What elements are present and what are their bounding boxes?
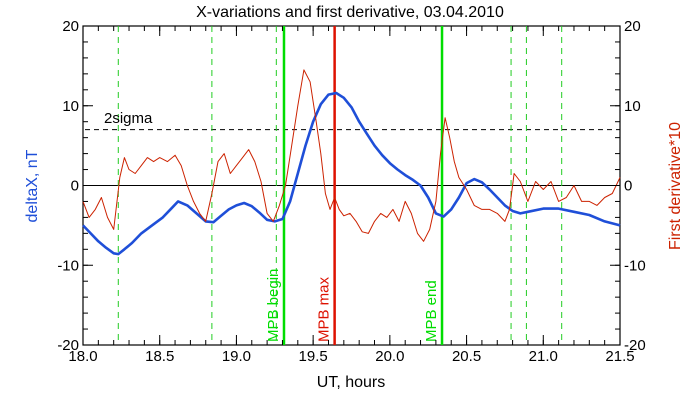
x-axis-label: UT, hours — [317, 374, 385, 391]
x-tick-label: 21.5 — [605, 348, 634, 365]
chart-title: X-variations and first derivative, 03.04… — [196, 4, 504, 21]
y-right-tick-label: -10 — [624, 257, 646, 274]
x-tick-label: 21.0 — [529, 348, 558, 365]
mpb-marker-label: MPB begin — [265, 269, 282, 342]
y-left-tick-label: -20 — [57, 337, 79, 354]
y-axis-left-label: deltaX, nT — [24, 149, 41, 222]
y-right-tick-label: 10 — [624, 98, 641, 115]
x-tick-label: 19.5 — [299, 348, 328, 365]
y-left-tick-label: -10 — [57, 257, 79, 274]
mpb-marker-label: MPB end — [423, 280, 440, 342]
series-line-deltax — [82, 91, 621, 256]
x-tick-label: 18.0 — [68, 348, 97, 365]
axis-ticks: 18.0 18.5 19.0 19.5 20.0 20.5 21.0 21.5-20-1001… — [57, 18, 645, 365]
sigma-label: 2sigma — [104, 110, 153, 127]
x-tick-label: 19.0 — [222, 348, 251, 365]
y-left-tick-label: 10 — [62, 98, 79, 115]
y-right-tick-label: -20 — [624, 337, 646, 354]
x-tick-label: 18.5 — [145, 348, 174, 365]
y-left-tick-label: 0 — [71, 178, 79, 195]
series-line-derivative — [82, 69, 621, 242]
plot-marks: MPB begin MPB max MPB end — [82, 26, 621, 345]
x-tick-label: 20.0 — [375, 348, 404, 365]
y-left-tick-label: 20 — [62, 18, 79, 35]
y-right-tick-label: 0 — [624, 178, 632, 195]
y-axis-right-label: First derivative*10 — [667, 122, 684, 250]
y-right-tick-label: 20 — [624, 18, 641, 35]
mpb-marker-label: MPB max — [316, 276, 333, 342]
x-tick-label: 20.5 — [452, 348, 481, 365]
